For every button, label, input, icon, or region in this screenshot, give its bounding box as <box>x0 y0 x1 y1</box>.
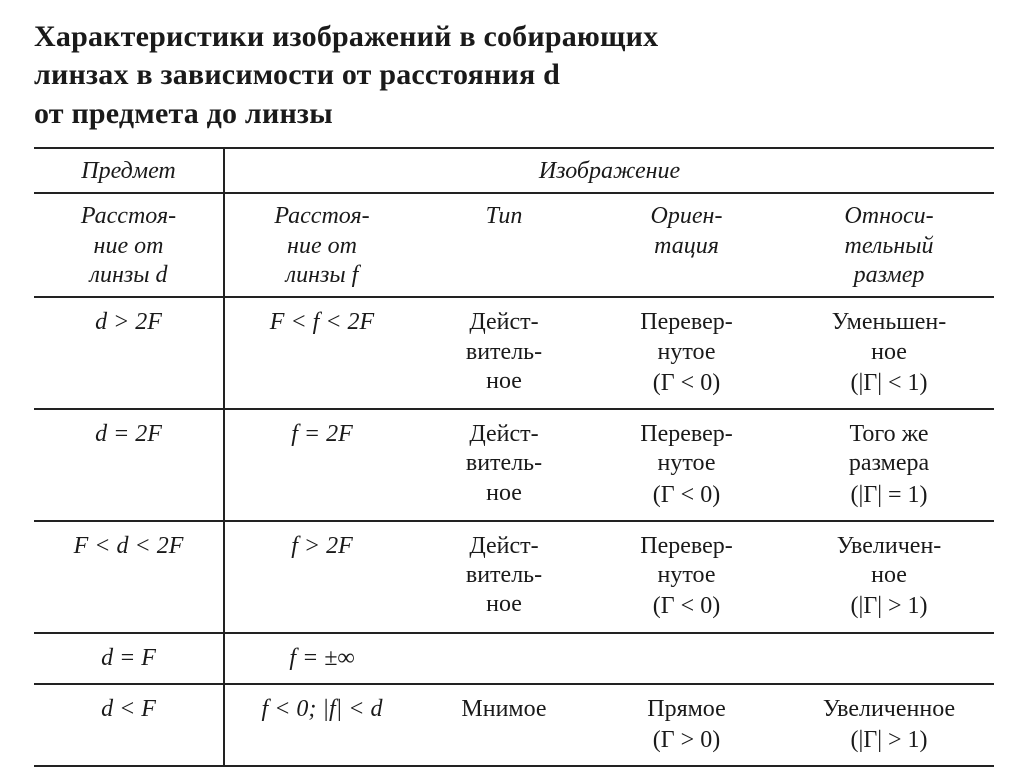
cell-size: Увеличен-ное(|Г| > 1) <box>784 521 994 633</box>
cell-type <box>419 633 589 684</box>
table-row: d > 2FF < f < 2FДейст-витель-ноеПеревер-… <box>34 297 994 409</box>
cell-size: Увеличенное(|Г| > 1) <box>784 684 994 767</box>
cell-f: f = 2F <box>224 409 419 521</box>
cell-size <box>784 633 994 684</box>
hdr-subject: Предмет <box>34 148 224 193</box>
cell-orient: Перевер-нутое(Г < 0) <box>589 521 784 633</box>
hdr-dist-d: Расстоя-ние отлинзы d <box>34 193 224 297</box>
hdr-orient: Ориен-тация <box>589 193 784 297</box>
header-row-2: Расстоя-ние отлинзы d Расстоя-ние отлинз… <box>34 193 994 297</box>
title-line-1: Характеристики изображений в собирающих <box>34 20 658 53</box>
table-row: F < d < 2Ff > 2FДейст-витель-ноеПеревер-… <box>34 521 994 633</box>
table-row: d < Ff < 0; |f| < dМнимоеПрямое(Г > 0)Ув… <box>34 684 994 767</box>
hdr-size: Относи-тельныйразмер <box>784 193 994 297</box>
cell-orient: Прямое(Г > 0) <box>589 684 784 767</box>
cell-type: Мнимое <box>419 684 589 767</box>
cell-orient <box>589 633 784 684</box>
title-line-2: линзах в зависимости от расстояния d <box>34 58 560 91</box>
cell-size: Уменьшен-ное(|Г| < 1) <box>784 297 994 409</box>
hdr-image: Изображение <box>224 148 994 193</box>
cell-f: F < f < 2F <box>224 297 419 409</box>
cell-type: Дейст-витель-ное <box>419 521 589 633</box>
table-row: d = 2Ff = 2FДейст-витель-ноеПеревер-нуто… <box>34 409 994 521</box>
header-row-1: Предмет Изображение <box>34 148 994 193</box>
cell-f: f = ±∞ <box>224 633 419 684</box>
cell-d: F < d < 2F <box>34 521 224 633</box>
table-row: d = Ff = ±∞ <box>34 633 994 684</box>
cell-size: Того жеразмера(|Г| = 1) <box>784 409 994 521</box>
cell-f: f < 0; |f| < d <box>224 684 419 767</box>
page-title: Характеристики изображений в собирающих … <box>34 18 994 133</box>
cell-d: d > 2F <box>34 297 224 409</box>
title-line-3: от предмета до линзы <box>34 97 333 130</box>
cell-type: Дейст-витель-ное <box>419 297 589 409</box>
cell-d: d = 2F <box>34 409 224 521</box>
cell-type: Дейст-витель-ное <box>419 409 589 521</box>
lens-table: Предмет Изображение Расстоя-ние отлинзы … <box>34 147 994 767</box>
cell-orient: Перевер-нутое(Г < 0) <box>589 297 784 409</box>
cell-f: f > 2F <box>224 521 419 633</box>
cell-d: d = F <box>34 633 224 684</box>
hdr-type: Тип <box>419 193 589 297</box>
hdr-dist-f: Расстоя-ние отлинзы f <box>224 193 419 297</box>
cell-d: d < F <box>34 684 224 767</box>
cell-orient: Перевер-нутое(Г < 0) <box>589 409 784 521</box>
